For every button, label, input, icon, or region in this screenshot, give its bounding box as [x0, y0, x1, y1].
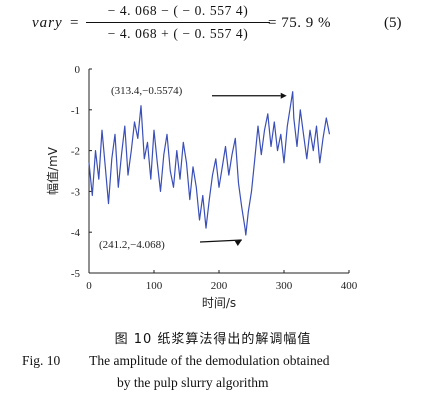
- equation-number: (5): [384, 15, 402, 31]
- figure-caption-en-line2: by the pulp slurry algorithm: [117, 375, 269, 390]
- annotation-min-label: (241.2,−4.068): [99, 239, 165, 251]
- amplitude-chart: 0 100 200 300 400 0 -1 -2 -3 -4 -5 时间/s 幅值/mV (313.4,…: [45, 64, 358, 310]
- x-tick-label-4: 400: [341, 280, 358, 292]
- equation-denominator: − 4. 068 + ( − 0. 557 4): [107, 26, 249, 41]
- figure-caption-en: Fig. 10 The amplitude of the demodulatio…: [22, 350, 412, 394]
- annotation-min-arrow-head: [234, 239, 242, 246]
- amplitude-series-line: [88, 91, 331, 236]
- y-tick-label-0: 0: [75, 64, 81, 76]
- equation-result: = 75. 9 %: [268, 15, 331, 31]
- equation-5: vary = − 4. 068 − ( − 0. 557 4) − 4. 068…: [0, 0, 426, 58]
- equation-equals-sign: =: [70, 15, 79, 31]
- annotation-max-arrow-head: [280, 92, 287, 99]
- annotation-max-label: (313.4,−0.5574): [111, 85, 183, 97]
- fraction-bar: [86, 22, 270, 23]
- y-tick-label-1: -1: [71, 105, 80, 117]
- annotation-min-arrow-shaft: [199, 239, 242, 243]
- y-tick-label-4: -4: [71, 227, 81, 239]
- figure-caption-en-line1: Fig. 10 The amplitude of the demodulatio…: [22, 350, 412, 372]
- y-tick-label-5: -5: [71, 268, 81, 280]
- x-tick-label-1: 100: [146, 280, 163, 292]
- figure-label: Fig. 10: [22, 353, 61, 368]
- x-tick-label-3: 300: [276, 280, 293, 292]
- x-tick-label-0: 0: [86, 280, 92, 292]
- x-tick-label-2: 200: [211, 280, 228, 292]
- y-axis-label: 幅值/mV: [45, 146, 60, 195]
- equation-numerator: − 4. 068 − ( − 0. 557 4): [107, 3, 249, 18]
- figure-caption-en-text1: The amplitude of the demodulation obtain…: [89, 353, 330, 368]
- equation-fraction: − 4. 068 − ( − 0. 557 4) − 4. 068 + ( − …: [86, 3, 270, 42]
- amplitude-figure: 0 100 200 300 400 0 -1 -2 -3 -4 -5 时间/s 幅值/mV (313.4,…: [0, 58, 426, 320]
- equation-lhs: vary: [32, 15, 63, 31]
- x-axis-label: 时间/s: [202, 296, 236, 310]
- y-tick-label-3: -3: [71, 186, 81, 198]
- y-tick-label-2: -2: [71, 146, 80, 158]
- figure-caption-cn: 图 10 纸浆算法得出的解调幅值: [114, 332, 312, 347]
